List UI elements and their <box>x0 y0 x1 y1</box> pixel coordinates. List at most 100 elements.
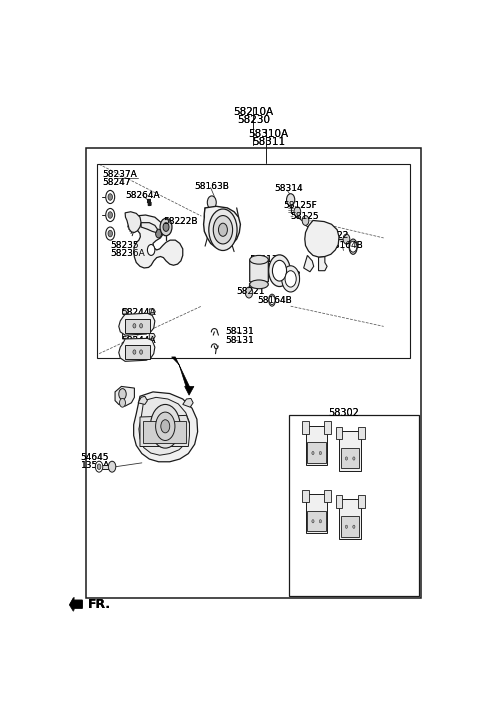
Bar <box>125 319 150 333</box>
Circle shape <box>163 223 169 231</box>
Text: 58302: 58302 <box>328 408 359 418</box>
Text: 58233: 58233 <box>272 271 300 279</box>
Ellipse shape <box>273 260 287 281</box>
Circle shape <box>319 520 322 523</box>
Ellipse shape <box>285 271 296 287</box>
Text: 58236A: 58236A <box>110 249 145 258</box>
Text: 58233: 58233 <box>272 271 300 279</box>
Text: 58314: 58314 <box>274 184 302 194</box>
Text: 58310A: 58310A <box>248 129 288 139</box>
Polygon shape <box>140 415 190 447</box>
Text: 1351AA: 1351AA <box>81 461 116 469</box>
Polygon shape <box>149 333 155 339</box>
Polygon shape <box>149 309 155 314</box>
Polygon shape <box>324 490 331 502</box>
Text: 58235: 58235 <box>110 241 139 250</box>
Ellipse shape <box>282 266 300 292</box>
Text: 58311: 58311 <box>252 137 285 147</box>
Circle shape <box>96 462 103 472</box>
Circle shape <box>353 525 355 528</box>
Text: 58164B: 58164B <box>328 241 362 250</box>
Circle shape <box>108 194 112 200</box>
Text: 58210A: 58210A <box>233 107 274 117</box>
Circle shape <box>156 412 175 440</box>
Text: 58163B: 58163B <box>194 182 229 191</box>
Text: 58244A: 58244A <box>121 335 156 345</box>
Text: 58164B: 58164B <box>328 241 362 250</box>
Circle shape <box>269 296 275 305</box>
Text: 58221: 58221 <box>237 287 265 296</box>
Text: 58244A: 58244A <box>121 335 156 345</box>
Polygon shape <box>183 398 193 407</box>
Ellipse shape <box>250 280 268 289</box>
Polygon shape <box>339 499 361 539</box>
Text: 54645: 54645 <box>81 453 109 462</box>
Text: 58213: 58213 <box>250 255 278 264</box>
Bar <box>98 464 112 469</box>
Text: 58131: 58131 <box>226 328 254 336</box>
Text: 58222B: 58222B <box>163 217 198 226</box>
Circle shape <box>353 457 355 460</box>
Polygon shape <box>339 431 361 471</box>
Text: 58244A: 58244A <box>121 308 156 317</box>
Bar <box>307 510 326 531</box>
Text: FR.: FR. <box>88 598 111 611</box>
Bar <box>143 421 186 442</box>
Bar <box>307 442 326 463</box>
Text: 58302: 58302 <box>328 408 359 418</box>
Ellipse shape <box>269 255 290 286</box>
Polygon shape <box>302 490 309 502</box>
Circle shape <box>287 194 295 206</box>
Polygon shape <box>358 495 365 508</box>
Text: 58222B: 58222B <box>163 217 198 226</box>
Circle shape <box>150 404 180 448</box>
Polygon shape <box>336 495 342 508</box>
Polygon shape <box>302 421 309 434</box>
Circle shape <box>209 209 237 250</box>
Circle shape <box>147 245 155 255</box>
Polygon shape <box>185 386 194 395</box>
Circle shape <box>302 216 309 225</box>
Polygon shape <box>250 259 268 284</box>
Circle shape <box>312 452 314 454</box>
Polygon shape <box>119 313 155 335</box>
Text: 58131: 58131 <box>226 328 254 336</box>
Text: 58230: 58230 <box>237 115 270 125</box>
Circle shape <box>245 287 252 298</box>
Circle shape <box>120 398 125 407</box>
Bar <box>289 415 419 596</box>
Text: 58164B: 58164B <box>257 296 292 305</box>
Text: 58125F: 58125F <box>283 201 317 210</box>
Text: 58222: 58222 <box>321 231 349 240</box>
Text: 58232: 58232 <box>261 263 289 272</box>
Circle shape <box>140 350 143 354</box>
Circle shape <box>218 223 228 236</box>
Circle shape <box>108 212 112 218</box>
Text: 58235: 58235 <box>110 241 139 250</box>
Text: 58310A: 58310A <box>248 129 288 139</box>
Bar <box>341 516 360 537</box>
Text: 54645: 54645 <box>81 453 109 462</box>
Text: 1351AA: 1351AA <box>81 461 116 469</box>
Text: 58247: 58247 <box>103 178 132 186</box>
Circle shape <box>140 323 143 328</box>
Circle shape <box>108 462 116 472</box>
Bar <box>86 148 421 598</box>
Circle shape <box>97 464 101 469</box>
Circle shape <box>156 229 162 238</box>
Circle shape <box>213 216 233 244</box>
Text: 58213: 58213 <box>250 255 278 264</box>
Circle shape <box>106 191 115 203</box>
Polygon shape <box>133 215 183 268</box>
Ellipse shape <box>250 255 268 264</box>
Circle shape <box>106 208 115 221</box>
Circle shape <box>161 420 170 432</box>
Ellipse shape <box>349 239 357 255</box>
Circle shape <box>160 218 172 236</box>
Text: 58232: 58232 <box>261 263 289 272</box>
Text: 58264A: 58264A <box>125 191 160 200</box>
Bar <box>97 164 409 358</box>
Polygon shape <box>115 386 134 406</box>
Bar <box>125 345 150 359</box>
Text: FR.: FR. <box>88 598 111 611</box>
